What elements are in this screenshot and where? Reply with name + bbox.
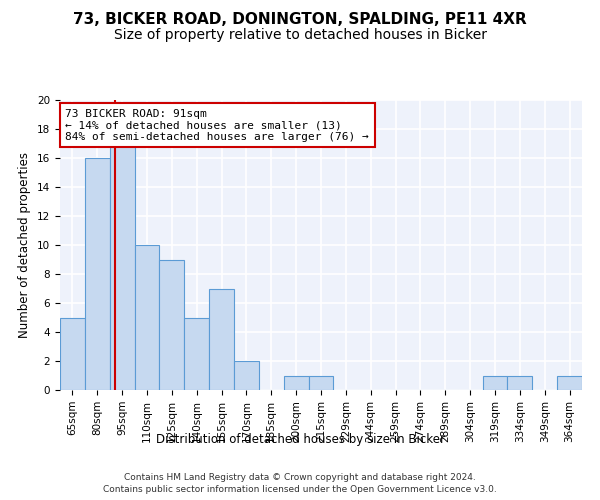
Text: Contains public sector information licensed under the Open Government Licence v3: Contains public sector information licen… — [103, 485, 497, 494]
Bar — [110, 144, 134, 390]
Bar — [482, 376, 508, 390]
Bar — [160, 260, 184, 390]
Text: 73, BICKER ROAD, DONINGTON, SPALDING, PE11 4XR: 73, BICKER ROAD, DONINGTON, SPALDING, PE… — [73, 12, 527, 28]
Text: 73 BICKER ROAD: 91sqm
← 14% of detached houses are smaller (13)
84% of semi-deta: 73 BICKER ROAD: 91sqm ← 14% of detached … — [65, 108, 369, 142]
Bar — [308, 376, 334, 390]
Bar — [85, 158, 110, 390]
Bar — [134, 245, 160, 390]
Bar — [209, 288, 234, 390]
Bar — [284, 376, 308, 390]
Bar — [508, 376, 532, 390]
Bar — [557, 376, 582, 390]
Bar — [60, 318, 85, 390]
Text: Distribution of detached houses by size in Bicker: Distribution of detached houses by size … — [155, 432, 445, 446]
Bar — [184, 318, 209, 390]
Y-axis label: Number of detached properties: Number of detached properties — [19, 152, 31, 338]
Bar — [234, 361, 259, 390]
Text: Contains HM Land Registry data © Crown copyright and database right 2024.: Contains HM Land Registry data © Crown c… — [124, 472, 476, 482]
Text: Size of property relative to detached houses in Bicker: Size of property relative to detached ho… — [113, 28, 487, 42]
